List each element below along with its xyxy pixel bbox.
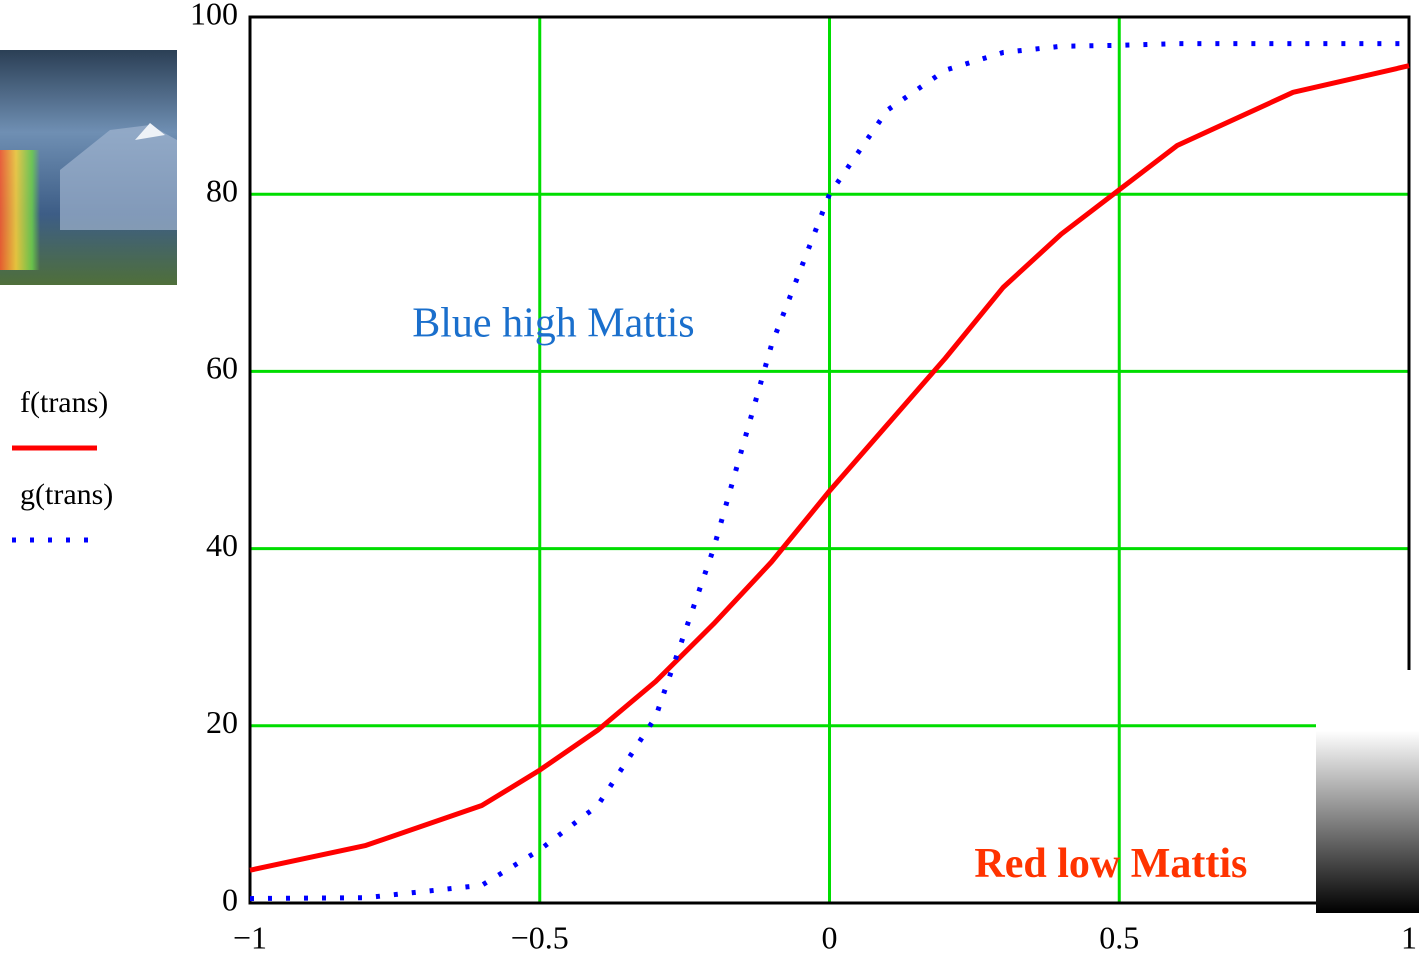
annotation: Blue high Mattis — [412, 301, 694, 347]
x-tick-label: 1 — [1401, 919, 1417, 955]
x-tick-label: −0.5 — [511, 919, 569, 955]
legend-label: g(trans) — [20, 478, 113, 511]
x-tick-label: −1 — [233, 919, 267, 955]
y-tick-label: 40 — [206, 527, 238, 563]
gradient-image — [1316, 670, 1419, 913]
legend-label: f(trans) — [20, 386, 108, 419]
y-tick-label: 0 — [222, 881, 238, 917]
x-tick-label: 0 — [822, 919, 838, 955]
y-tick-label: 60 — [206, 350, 238, 386]
x-tick-label: 0.5 — [1099, 919, 1139, 955]
y-tick-label: 100 — [190, 0, 238, 31]
annotation: Red low Mattis — [974, 841, 1247, 887]
y-tick-label: 80 — [206, 173, 238, 209]
thumbnail-image — [0, 50, 177, 285]
data-line — [249, 63, 1410, 873]
plot-frame — [248, 15, 1411, 905]
y-tick-label: 20 — [206, 704, 238, 740]
